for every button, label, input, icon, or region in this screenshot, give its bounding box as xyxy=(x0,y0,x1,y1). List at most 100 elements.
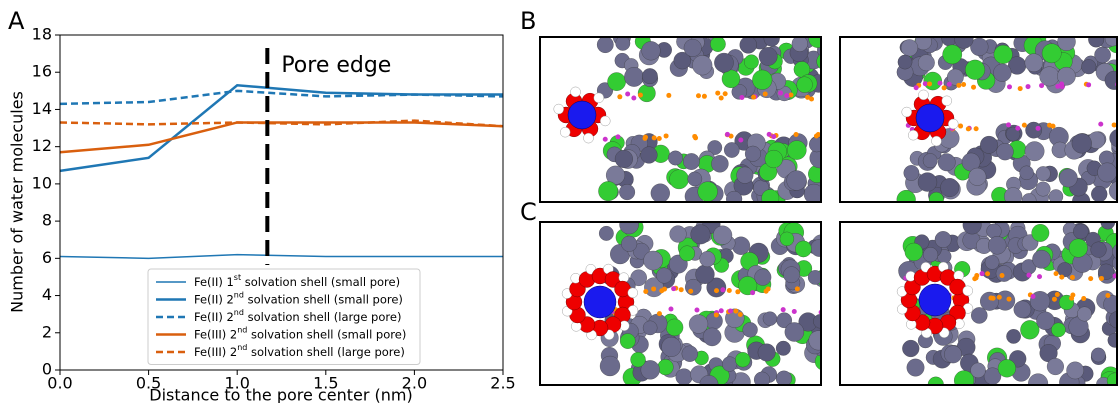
atom xyxy=(918,55,934,71)
atom xyxy=(1042,44,1061,63)
y-tick-label: 4 xyxy=(42,285,52,304)
atom xyxy=(994,45,1013,64)
atom xyxy=(778,91,783,96)
ion xyxy=(568,101,596,129)
atom xyxy=(671,286,676,291)
atom xyxy=(619,184,635,200)
atom xyxy=(943,45,962,64)
x-tick-label: 0.0 xyxy=(47,374,72,393)
x-axis-title: Distance to the pore center (nm) xyxy=(149,386,412,403)
atom xyxy=(726,191,742,207)
atom xyxy=(719,308,724,313)
atom xyxy=(696,265,715,284)
atom xyxy=(1014,301,1031,318)
atom xyxy=(996,265,1012,281)
atom xyxy=(723,91,728,96)
atom xyxy=(815,353,833,371)
atom xyxy=(823,308,828,313)
atom xyxy=(1020,320,1039,339)
atom xyxy=(644,251,663,270)
atom xyxy=(724,142,739,157)
atom xyxy=(668,307,673,312)
atom xyxy=(1036,182,1051,197)
legend-label: Fe(II) 2nd solvation shell (small pore) xyxy=(194,290,403,306)
atom xyxy=(783,267,799,283)
atom xyxy=(1022,123,1027,128)
atom xyxy=(1007,297,1012,302)
atom xyxy=(974,273,979,278)
y-tick-label: 16 xyxy=(32,62,52,81)
atom xyxy=(666,319,683,336)
legend-label: Fe(II) 2nd solvation shell (large pore) xyxy=(194,308,401,324)
atom xyxy=(1094,47,1110,63)
atom xyxy=(935,231,951,247)
atom xyxy=(797,77,813,93)
atom xyxy=(679,246,694,261)
atom xyxy=(725,132,730,137)
atom xyxy=(965,60,985,80)
y-tick-label: 14 xyxy=(32,99,52,118)
atom xyxy=(904,165,919,180)
x-tick-label: 2.0 xyxy=(402,374,427,393)
atom xyxy=(657,311,662,316)
atom xyxy=(907,359,924,376)
atom xyxy=(764,31,780,47)
atom xyxy=(947,82,952,87)
atom xyxy=(643,321,657,335)
atom xyxy=(599,226,613,240)
atom xyxy=(683,153,699,169)
atom xyxy=(638,93,643,98)
atom xyxy=(598,181,617,200)
atom xyxy=(652,135,657,140)
atom xyxy=(1006,122,1011,127)
image-panel xyxy=(840,28,1118,210)
atom xyxy=(942,85,947,90)
legend-label: Fe(II) 1st solvation shell (small pore) xyxy=(194,273,400,289)
atom xyxy=(719,96,724,101)
atom xyxy=(1022,193,1036,207)
atom xyxy=(597,36,613,52)
water-h xyxy=(908,130,918,140)
atom xyxy=(954,371,974,391)
x-tick-label: 1.5 xyxy=(313,374,338,393)
atom xyxy=(691,225,711,245)
atom xyxy=(764,289,769,294)
atom xyxy=(1059,275,1064,280)
atom xyxy=(918,173,937,192)
atom xyxy=(1026,84,1031,89)
atom xyxy=(1059,169,1077,187)
y-tick-label: 10 xyxy=(32,173,52,192)
atom xyxy=(631,95,636,100)
atom xyxy=(722,70,740,88)
atom xyxy=(1086,82,1091,87)
atom xyxy=(1039,83,1044,88)
water-h xyxy=(560,127,570,137)
atom xyxy=(776,341,791,356)
atom xyxy=(1028,374,1048,394)
atom xyxy=(688,172,702,186)
molecular-images xyxy=(540,28,1118,393)
atom xyxy=(658,359,674,375)
atom xyxy=(735,289,740,294)
atom xyxy=(898,55,912,69)
atom xyxy=(1073,224,1088,239)
atom xyxy=(642,41,661,60)
series-line xyxy=(60,122,503,152)
atom xyxy=(720,287,725,292)
atom xyxy=(702,94,707,99)
atom xyxy=(897,190,916,209)
atom xyxy=(763,91,768,96)
atom xyxy=(643,135,648,140)
atom xyxy=(784,93,789,98)
atom xyxy=(771,134,776,139)
atom xyxy=(1032,224,1049,241)
atom xyxy=(792,309,797,314)
ion xyxy=(919,284,951,316)
atom xyxy=(1031,294,1036,299)
water-h xyxy=(942,96,952,106)
atom xyxy=(621,236,637,252)
series-line xyxy=(60,91,503,104)
atom xyxy=(971,307,987,323)
atom xyxy=(603,137,608,142)
atom xyxy=(765,150,783,168)
